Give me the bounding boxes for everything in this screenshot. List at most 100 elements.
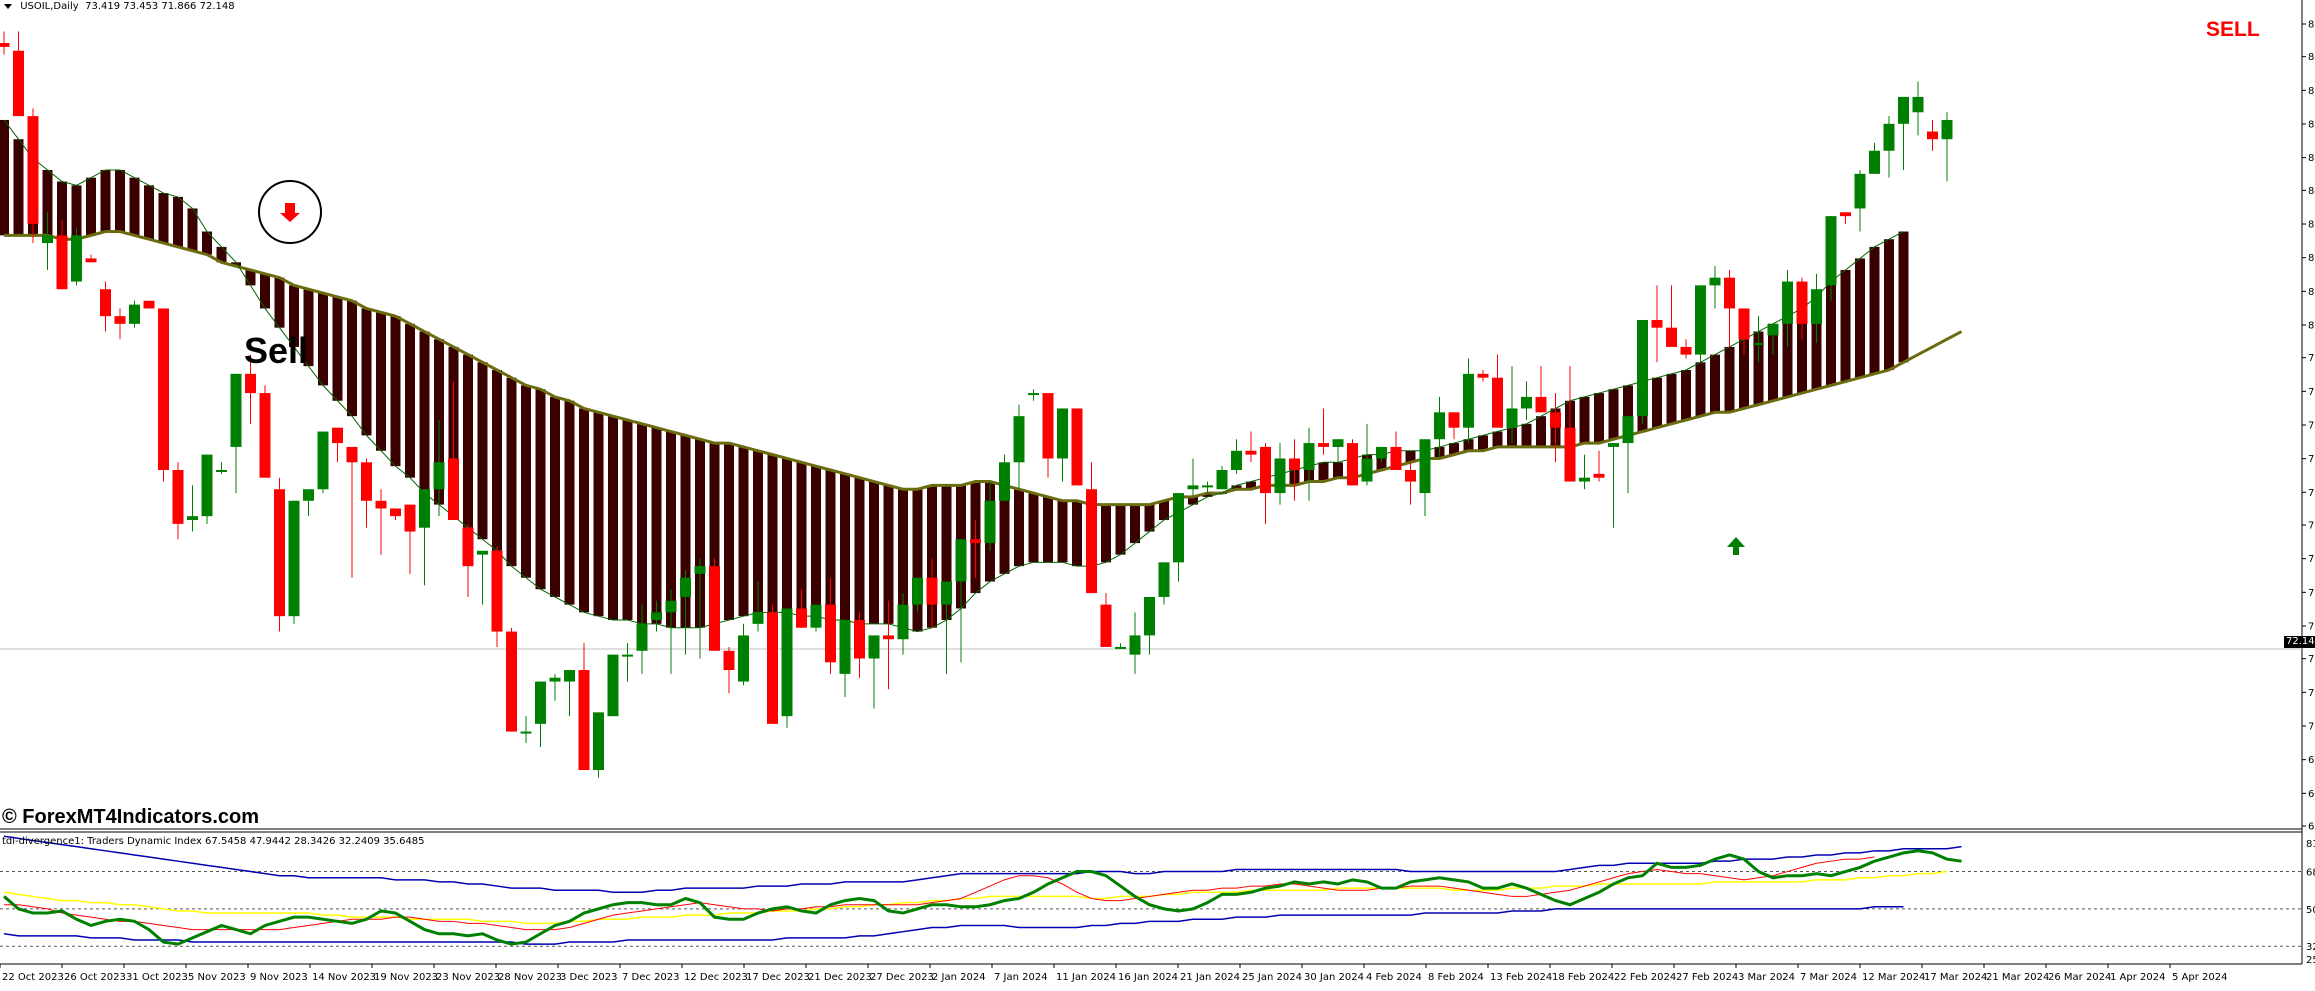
bear-candle[interactable] [346,446,358,463]
bear-candle[interactable] [390,508,401,517]
bull-candle[interactable] [1187,485,1199,490]
bull-candle[interactable] [71,235,82,282]
bull-candle[interactable] [1506,408,1518,428]
bear-candle[interactable] [825,604,836,663]
bull-candle[interactable] [317,431,329,490]
bull-candle[interactable] [1825,216,1837,286]
bull-candle[interactable] [984,500,996,544]
bear-candle[interactable] [491,550,503,632]
bull-candle[interactable] [1376,446,1387,459]
bull-candle[interactable] [419,489,430,528]
bull-candle[interactable] [288,500,300,617]
bull-candle[interactable] [1912,96,1924,113]
bull-candle[interactable] [42,235,53,244]
bear-candle[interactable] [332,427,343,444]
bear-candle[interactable] [1042,393,1054,459]
bull-candle[interactable] [839,620,851,674]
bull-candle[interactable] [1028,393,1039,396]
bull-candle[interactable] [607,654,619,717]
bear-candle[interactable] [1289,458,1300,471]
bull-candle[interactable] [433,462,445,490]
bear-candle[interactable] [709,566,720,651]
bear-candle[interactable] [578,670,590,771]
bear-candle[interactable] [1535,396,1547,413]
bull-candle[interactable] [520,731,532,734]
bull-candle[interactable] [955,539,967,582]
bear-candle[interactable] [506,631,517,732]
bear-candle[interactable] [13,50,24,117]
bull-candle[interactable] [941,581,952,605]
bull-candle[interactable] [1158,562,1170,597]
bear-candle[interactable] [1071,408,1083,486]
bear-candle[interactable] [1100,604,1112,647]
bull-candle[interactable] [1767,323,1779,336]
bull-candle[interactable] [1753,343,1764,346]
bull-candle[interactable] [1898,96,1909,124]
bear-candle[interactable] [1477,373,1489,378]
bull-candle[interactable] [1144,596,1155,636]
bull-candle[interactable] [1579,477,1590,482]
bear-candle[interactable] [854,620,865,659]
bear-candle[interactable] [404,504,416,532]
bull-candle[interactable] [1622,416,1634,444]
bear-candle[interactable] [1564,427,1576,482]
bear-candle[interactable] [1390,446,1402,471]
bull-candle[interactable] [230,373,242,447]
bull-candle[interactable] [810,604,822,628]
bull-candle[interactable] [564,670,575,682]
bull-candle[interactable] [1883,123,1895,151]
bull-candle[interactable] [1811,289,1822,324]
bull-candle[interactable] [1231,450,1242,471]
bull-candle[interactable] [1869,150,1880,174]
bull-candle[interactable] [1419,439,1431,494]
bear-candle[interactable] [1550,412,1561,428]
bull-candle[interactable] [593,712,604,771]
bull-candle[interactable] [738,635,749,682]
bear-candle[interactable] [926,577,938,605]
bear-candle[interactable] [1738,308,1750,340]
bear-candle[interactable] [1840,212,1851,217]
bull-candle[interactable] [1434,412,1445,440]
bull-candle[interactable] [1129,635,1141,655]
bull-candle[interactable] [897,604,909,640]
bear-candle[interactable] [1796,281,1808,324]
bear-candle[interactable] [1666,327,1677,347]
bear-candle[interactable] [1651,319,1663,328]
bull-candle[interactable] [1695,285,1706,355]
bear-candle[interactable] [361,462,372,501]
bull-candle[interactable] [1202,485,1213,488]
bear-candle[interactable] [56,235,68,290]
bear-candle[interactable] [1347,443,1358,486]
bear-candle[interactable] [375,500,387,509]
bear-candle[interactable] [1724,277,1735,309]
bear-candle[interactable] [114,316,126,324]
bear-candle[interactable] [1927,131,1938,140]
bull-candle[interactable] [1216,470,1228,490]
bull-candle[interactable] [1521,396,1532,409]
bear-candle[interactable] [723,650,735,671]
bear-candle[interactable] [259,393,271,478]
bull-candle[interactable] [477,550,488,555]
bear-candle[interactable] [1680,346,1692,355]
bear-candle[interactable] [448,458,459,521]
bear-candle[interactable] [245,373,256,394]
bear-candle[interactable] [796,608,807,628]
bull-candle[interactable] [535,681,546,724]
bull-candle[interactable] [1332,439,1344,447]
bear-candle[interactable] [970,539,981,544]
bull-candle[interactable] [1115,646,1126,649]
bear-candle[interactable] [462,527,474,567]
bull-candle[interactable] [1941,119,1953,140]
bull-candle[interactable] [1173,493,1184,563]
bull-candle[interactable] [868,635,880,659]
bull-candle[interactable] [216,470,227,473]
bull-candle[interactable] [1608,443,1619,447]
bull-candle[interactable] [694,566,706,574]
bull-candle[interactable] [1463,373,1474,428]
bear-candle[interactable] [1593,473,1605,478]
bear-candle[interactable] [1405,470,1416,482]
bull-candle[interactable] [129,304,140,324]
bear-candle[interactable] [27,116,39,224]
